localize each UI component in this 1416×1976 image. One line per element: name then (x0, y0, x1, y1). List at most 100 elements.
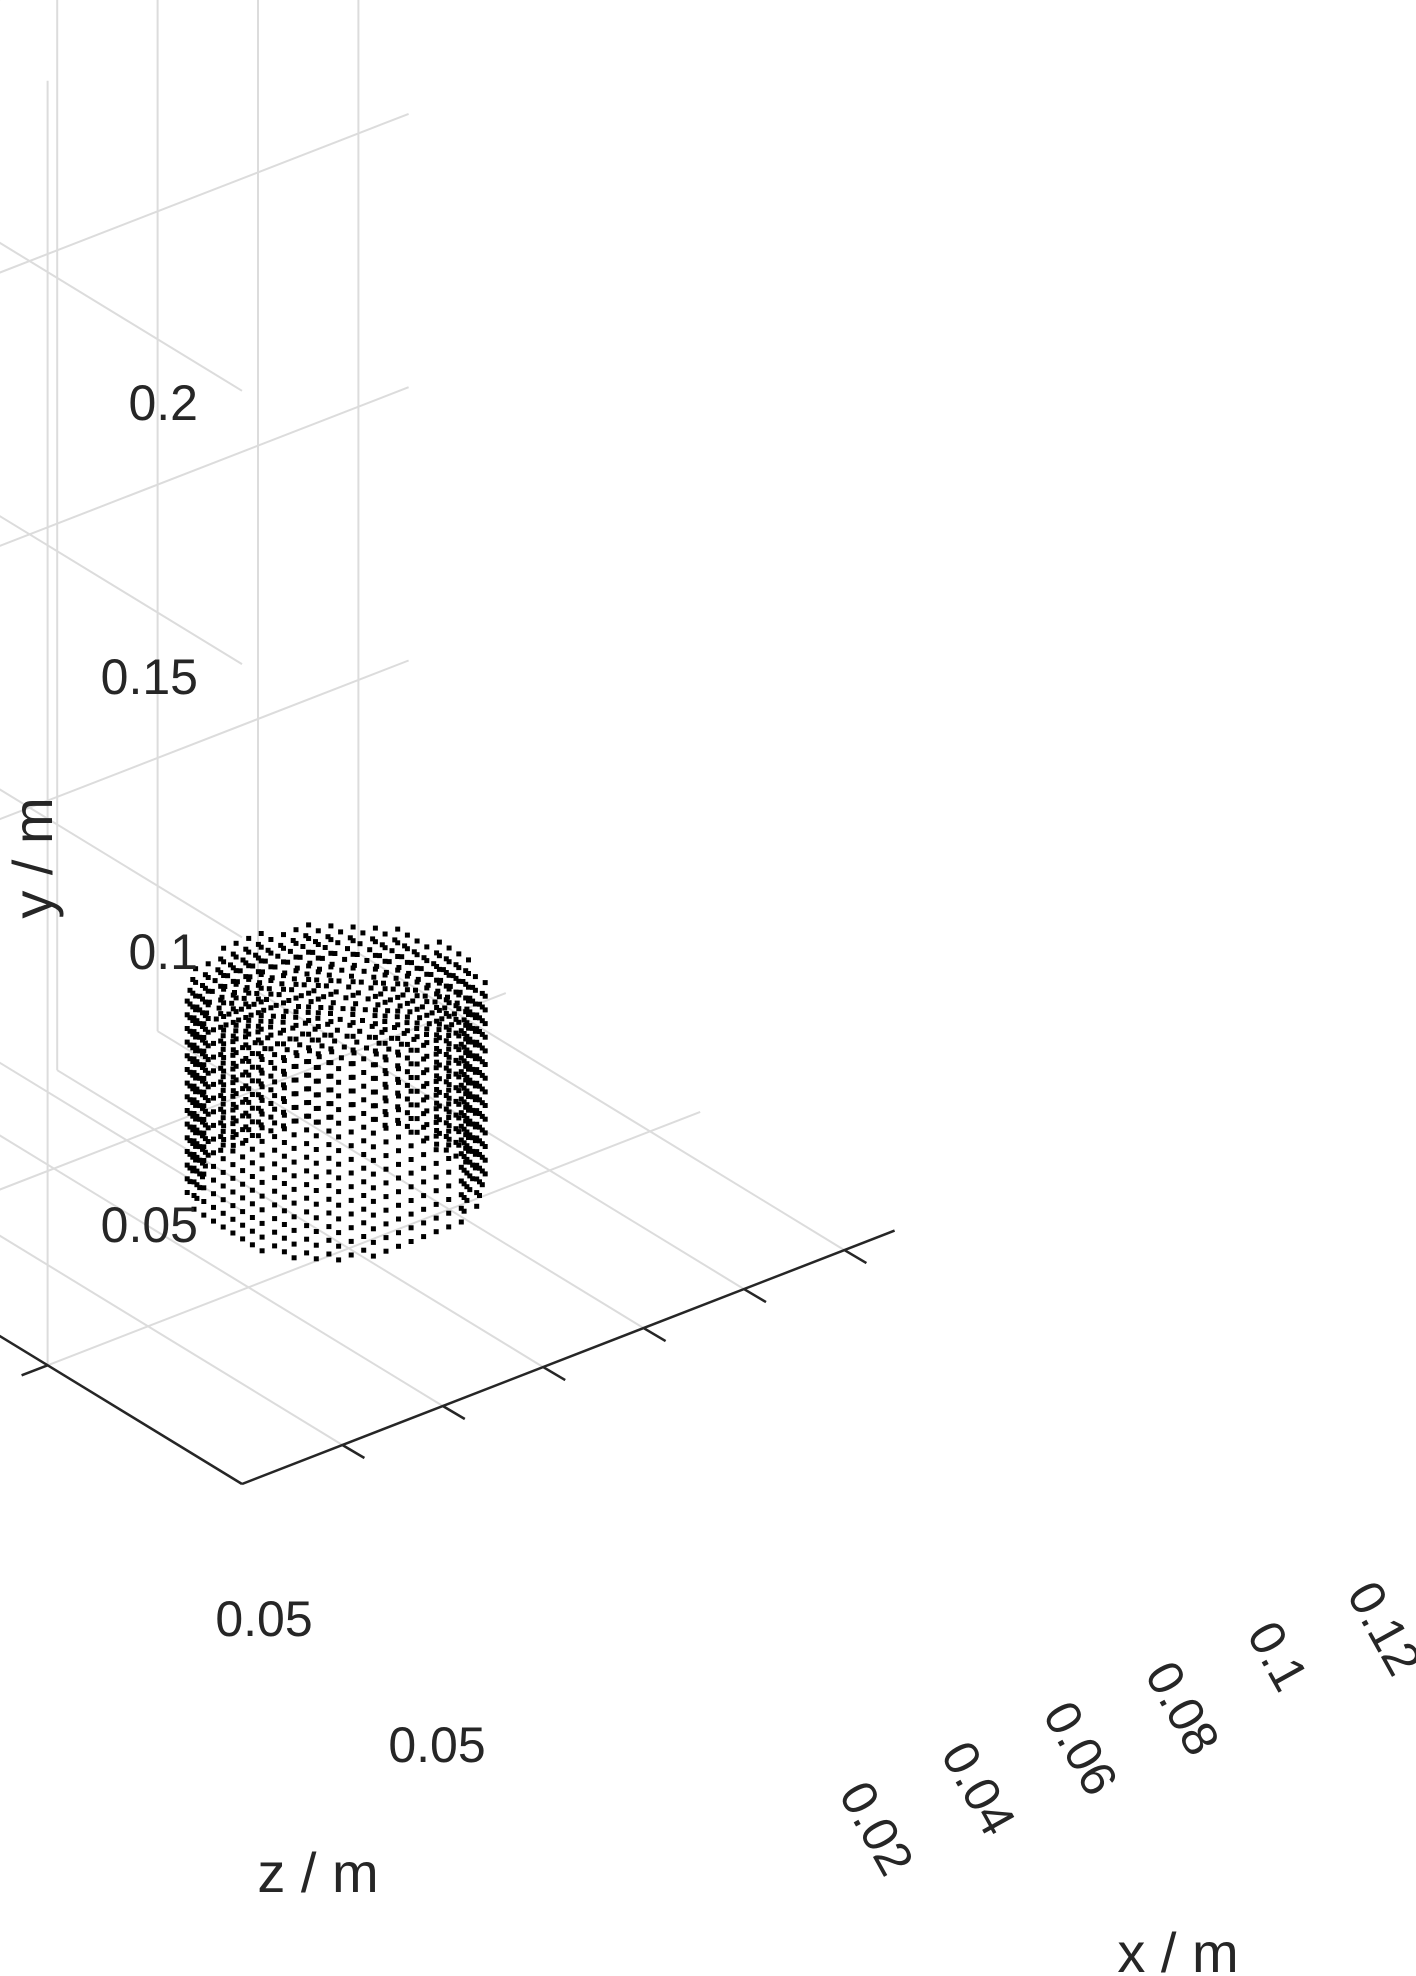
data-point (268, 1087, 274, 1093)
data-point (370, 1116, 376, 1122)
data-point (373, 1051, 379, 1057)
data-point (313, 1133, 319, 1139)
data-point (348, 1225, 354, 1231)
data-point (205, 1139, 211, 1144)
data-point (291, 1200, 297, 1206)
data-point (259, 1138, 265, 1144)
data-point (466, 1148, 471, 1154)
data-point (291, 1132, 297, 1138)
y-wall-gridline (0, 0, 1, 1)
data-point (446, 1068, 452, 1074)
x-floor-gridline (357, 952, 845, 1251)
data-point (328, 923, 334, 929)
data-point (350, 1033, 356, 1039)
data-point (201, 1062, 207, 1068)
data-point (349, 973, 354, 979)
data-point (446, 1095, 452, 1101)
data-point (433, 1078, 439, 1084)
data-point (281, 1235, 287, 1241)
data-point (230, 1107, 236, 1113)
data-point (394, 1014, 400, 1020)
data-point (348, 1088, 354, 1094)
data-point (246, 1058, 252, 1064)
data-point (184, 1012, 190, 1018)
data-point (463, 1118, 469, 1124)
data-point (272, 1175, 278, 1181)
data-point (333, 989, 339, 995)
data-point (470, 1135, 476, 1141)
data-point (190, 1141, 196, 1146)
data-point (404, 987, 410, 993)
data-point (464, 1047, 470, 1053)
data-point (396, 1175, 401, 1181)
data-point (266, 986, 272, 992)
data-point (360, 930, 366, 936)
data-point (319, 955, 325, 961)
data-point (243, 1083, 249, 1089)
data-point (424, 1040, 430, 1046)
data-point (361, 1111, 367, 1116)
data-point (205, 1002, 211, 1008)
data-point (233, 1118, 239, 1124)
data-point (221, 1000, 227, 1006)
data-point (291, 1214, 297, 1220)
data-point (454, 1000, 460, 1006)
data-point (482, 1075, 488, 1081)
data-point (197, 1130, 203, 1136)
data-point (230, 1162, 236, 1168)
data-point (453, 1139, 459, 1145)
data-point (336, 1202, 342, 1208)
data-point (411, 949, 417, 955)
data-point (382, 1054, 388, 1060)
data-point (268, 1019, 274, 1024)
data-point (424, 944, 430, 950)
data-point (461, 1208, 467, 1214)
data-point (191, 1193, 197, 1198)
data-point (291, 1145, 297, 1151)
data-point (479, 1141, 485, 1147)
data-point (408, 1075, 414, 1080)
data-point (259, 1097, 265, 1103)
data-point (376, 1040, 382, 1046)
data-point (466, 1080, 471, 1086)
data-point (456, 1115, 462, 1121)
data-point (436, 1062, 442, 1068)
data-point (477, 1083, 482, 1089)
data-point (281, 1167, 287, 1173)
data-point (246, 1004, 252, 1010)
data-point (268, 1032, 274, 1038)
data-point (221, 959, 227, 965)
data-point (436, 1027, 442, 1033)
data-point (466, 998, 471, 1004)
data-point (249, 1064, 255, 1070)
data-point (392, 937, 398, 943)
data-point (350, 1012, 356, 1017)
data-point (326, 1155, 332, 1161)
data-point (463, 1132, 469, 1138)
data-point (291, 976, 297, 982)
data-point (408, 1170, 414, 1176)
data-point (313, 1065, 319, 1070)
data-point (197, 1007, 203, 1013)
data-point (396, 1202, 401, 1208)
data-point (191, 1179, 197, 1185)
data-point (304, 1059, 310, 1065)
data-point (329, 1049, 335, 1055)
data-point (482, 1157, 488, 1163)
data-point (313, 1174, 319, 1180)
data-point (283, 1008, 289, 1014)
data-point (191, 1015, 197, 1021)
data-point (202, 1163, 208, 1169)
data-point (381, 980, 386, 986)
data-point (463, 1077, 469, 1083)
data-point (453, 975, 459, 981)
data-point (240, 1099, 246, 1105)
data-point (464, 1006, 470, 1012)
data-point (255, 1029, 261, 1035)
data-point (213, 1016, 219, 1022)
data-point (281, 1014, 286, 1020)
data-point (306, 963, 312, 969)
data-point (311, 988, 317, 994)
data-point (467, 1009, 473, 1015)
data-point (366, 1034, 372, 1040)
